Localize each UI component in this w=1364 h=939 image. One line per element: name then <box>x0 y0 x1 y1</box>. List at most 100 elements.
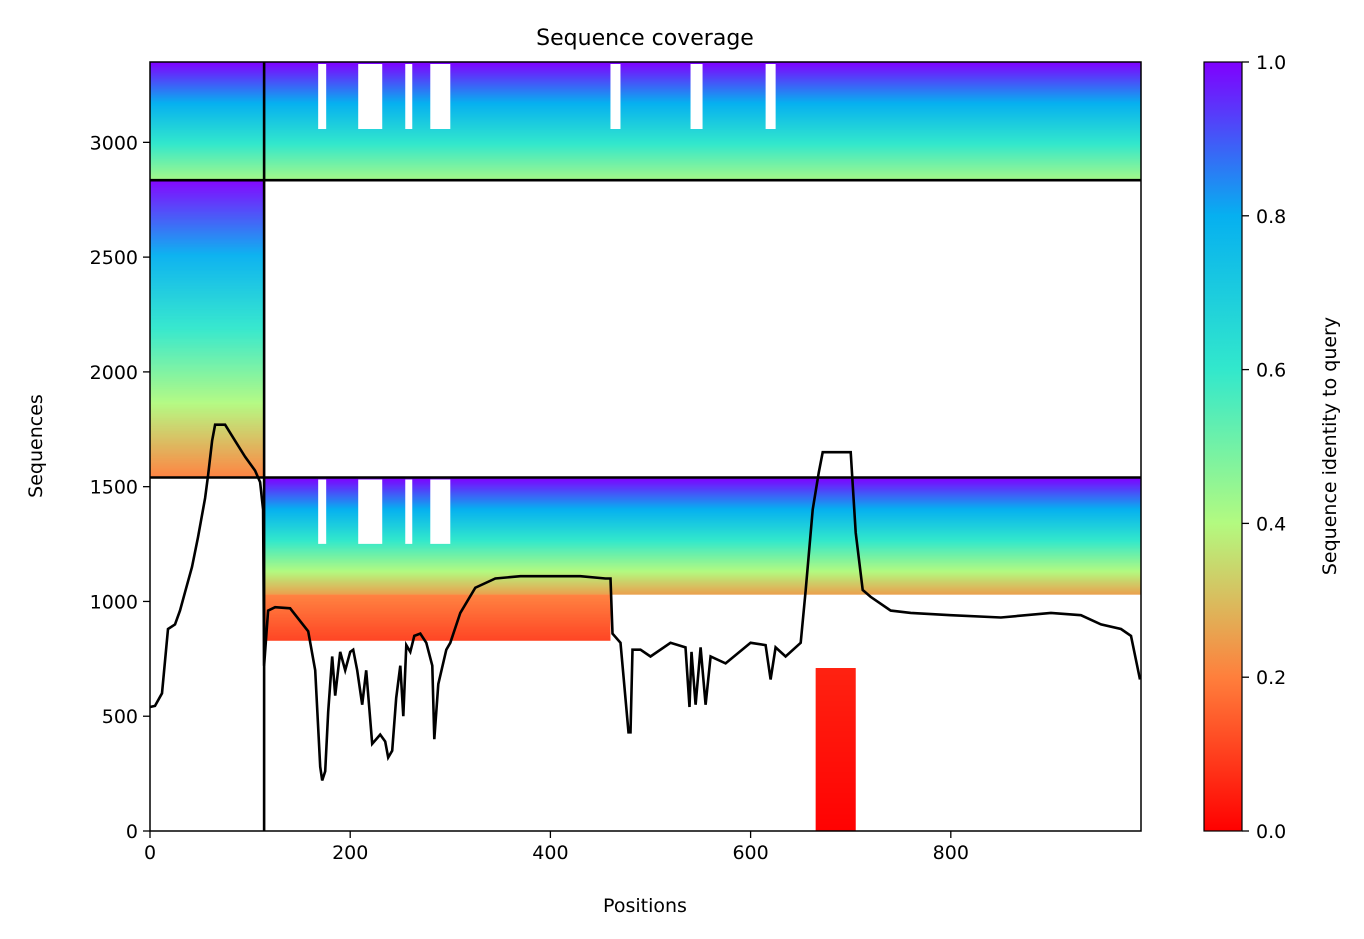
block-row <box>150 152 1141 154</box>
block-row <box>815 790 856 792</box>
block-row <box>264 609 611 611</box>
alignment-gap <box>610 64 621 130</box>
block-row <box>150 369 265 371</box>
block-row <box>815 827 856 829</box>
block-row <box>815 691 856 693</box>
block-row <box>264 541 1142 543</box>
block-row <box>150 188 265 190</box>
block-row <box>264 549 1142 551</box>
alignment-block-2 <box>264 477 1142 595</box>
block-row <box>264 510 1142 512</box>
block-row <box>264 564 1142 566</box>
block-row <box>150 400 265 402</box>
block-row <box>150 64 1141 66</box>
block-row <box>815 810 856 812</box>
block-row <box>264 568 1142 570</box>
block-row <box>150 154 1141 156</box>
block-row <box>264 538 1142 540</box>
block-row <box>815 670 856 672</box>
block-row <box>150 202 265 204</box>
block-row <box>264 602 611 604</box>
block-row <box>815 825 856 827</box>
block-row <box>150 311 265 313</box>
block-row <box>150 162 1141 164</box>
block-row <box>150 142 1141 144</box>
block-row <box>150 371 265 373</box>
block-row <box>150 398 265 400</box>
block-row <box>815 714 856 716</box>
block-row <box>815 680 856 682</box>
block-row <box>815 773 856 775</box>
block-row <box>264 553 1142 555</box>
block-row <box>815 729 856 731</box>
block-row <box>150 282 265 284</box>
block-row <box>150 375 265 377</box>
block-row <box>815 736 856 738</box>
block-row <box>150 85 1141 87</box>
block-row <box>264 503 1142 505</box>
block-row <box>150 388 265 390</box>
block-row <box>150 393 265 395</box>
block-row <box>815 731 856 733</box>
block-row <box>264 613 611 615</box>
block-row <box>815 745 856 747</box>
block-row <box>150 336 265 338</box>
block-row <box>815 791 856 793</box>
block-row <box>150 65 1141 67</box>
block-row <box>264 625 611 627</box>
colorbar-tick-label: 0.0 <box>1256 821 1286 843</box>
block-row <box>150 312 265 314</box>
block-row <box>815 822 856 824</box>
block-row <box>150 337 265 339</box>
block-row <box>150 297 265 299</box>
block-row <box>150 376 265 378</box>
block-row <box>815 696 856 698</box>
block-row <box>150 259 265 261</box>
block-row <box>815 806 856 808</box>
colorbar-tick-label: 0.4 <box>1256 513 1286 535</box>
block-row <box>150 129 1141 131</box>
block-row <box>150 411 265 413</box>
block-row <box>815 673 856 675</box>
block-row <box>264 571 1142 573</box>
block-row <box>150 278 265 280</box>
block-row <box>815 679 856 681</box>
block-row <box>264 552 1142 554</box>
block-row <box>264 544 1142 546</box>
block-row <box>150 439 265 441</box>
block-row <box>150 169 1141 171</box>
block-row <box>150 426 265 428</box>
block-row <box>815 681 856 683</box>
block-row <box>264 484 1142 486</box>
block-row <box>815 733 856 735</box>
block-row <box>150 298 265 300</box>
colorbar-tick-label: 1.0 <box>1256 52 1286 74</box>
block-row <box>150 453 265 455</box>
block-row <box>150 335 265 337</box>
block-row <box>264 585 1142 587</box>
block-row <box>150 161 1141 163</box>
block-row <box>150 471 265 473</box>
block-row <box>815 734 856 736</box>
block-row <box>150 288 265 290</box>
block-row <box>150 246 265 248</box>
block-row <box>150 424 265 426</box>
block-row <box>150 308 265 310</box>
block-row <box>264 580 1142 582</box>
block-row <box>815 724 856 726</box>
block-row <box>264 583 1142 585</box>
block-row <box>150 208 265 210</box>
block-row <box>150 368 265 370</box>
block-row <box>264 610 611 612</box>
block-row <box>264 543 1142 545</box>
y-tick-label: 2000 <box>90 362 138 384</box>
colorbar-gradient <box>1203 61 1243 832</box>
block-row <box>815 788 856 790</box>
block-row <box>150 323 265 325</box>
block-row <box>150 140 1141 142</box>
block-row <box>264 495 1142 497</box>
block-row <box>264 507 1142 509</box>
block-row <box>150 352 265 354</box>
block-row <box>150 296 265 298</box>
block-row <box>150 71 1141 73</box>
